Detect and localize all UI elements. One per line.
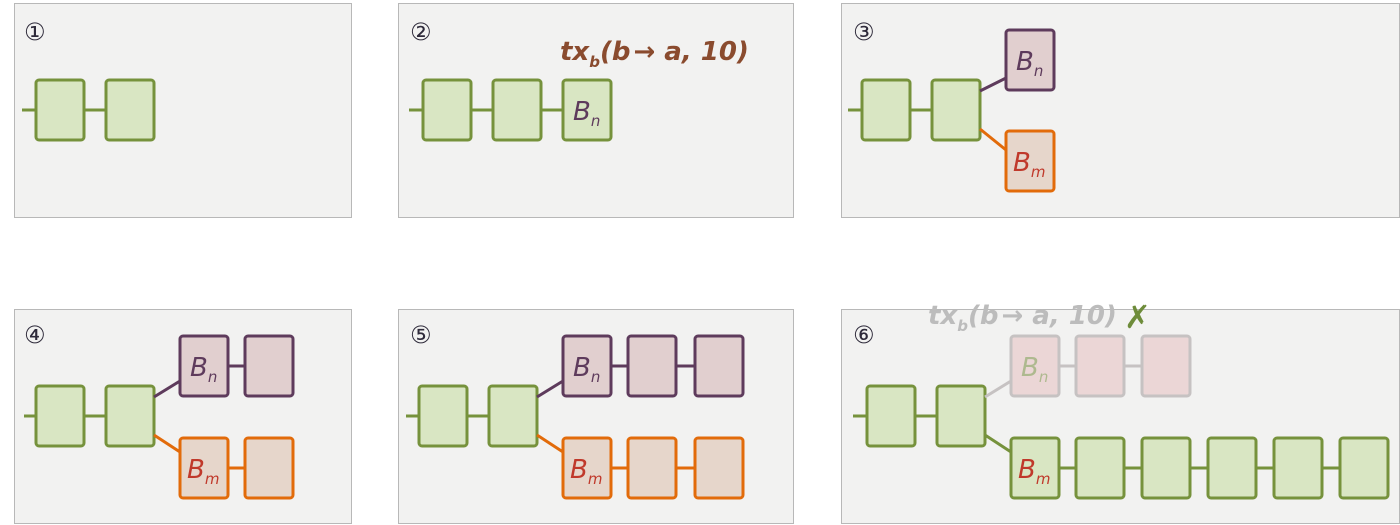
block-bn-label: Bn <box>190 353 217 386</box>
block <box>104 78 156 142</box>
block <box>487 384 539 448</box>
fork-link-n <box>979 76 1007 93</box>
block <box>1140 436 1192 500</box>
block <box>421 78 473 142</box>
block <box>243 334 295 398</box>
block-bn <box>1004 28 1056 92</box>
block-bn-label-orphaned: Bn <box>1021 353 1048 386</box>
transaction-label: txb(b → a, 10) <box>560 37 749 71</box>
block <box>1272 436 1324 500</box>
panel-3-chain: Bn Bm <box>848 28 1056 193</box>
panel-4-number: ④ <box>24 321 46 349</box>
block <box>1206 436 1258 500</box>
transaction-label-rejected: txb(b → a, 10) <box>928 301 1117 335</box>
block <box>1074 436 1126 500</box>
block <box>626 436 678 500</box>
block-bn-label: Bn <box>573 97 600 130</box>
panel-4-chain: Bn Bm <box>24 334 295 500</box>
block <box>417 384 469 448</box>
fork-link-n-orphaned <box>984 379 1012 399</box>
fork-link-n <box>153 379 181 399</box>
block-bm-label: Bm <box>1013 148 1045 181</box>
panel-3-number: ③ <box>853 18 875 46</box>
panel-1-number: ① <box>24 18 46 46</box>
fork-link-n <box>536 379 564 399</box>
block-bn-label: Bn <box>573 353 600 386</box>
panel-2-chain: Bn <box>409 78 613 142</box>
fork-link-m <box>979 127 1007 152</box>
block <box>860 78 912 142</box>
fork-link-m <box>153 433 181 454</box>
block <box>243 436 295 500</box>
block <box>1338 436 1390 500</box>
block-bm-label: Bm <box>570 455 602 488</box>
panel-5-chain: Bn Bm <box>406 334 745 500</box>
block-bm <box>1004 129 1056 193</box>
block <box>693 436 745 500</box>
block-bm-label: Bm <box>1018 455 1050 488</box>
block <box>935 384 987 448</box>
fork-link-m <box>984 433 1012 454</box>
block <box>693 334 745 398</box>
block <box>104 384 156 448</box>
block <box>930 78 982 142</box>
block-orphaned <box>1140 334 1192 398</box>
block-orphaned <box>1074 334 1126 398</box>
panel-1-chain <box>22 78 156 142</box>
panel-2-number: ② <box>410 18 432 46</box>
panel-6-number: ⑥ <box>853 321 875 349</box>
block-bm-label: Bm <box>187 455 219 488</box>
block-bn <box>561 78 613 142</box>
panel-6-chain: Bn Bm <box>853 334 1390 500</box>
rejected-x-icon: ✗ <box>1124 298 1151 336</box>
block <box>34 78 86 142</box>
block <box>626 334 678 398</box>
panel-5-number: ⑤ <box>410 321 432 349</box>
fork-link-m <box>536 433 564 454</box>
block <box>491 78 543 142</box>
block <box>865 384 917 448</box>
block <box>34 384 86 448</box>
block-bn-label: Bn <box>1016 47 1043 80</box>
